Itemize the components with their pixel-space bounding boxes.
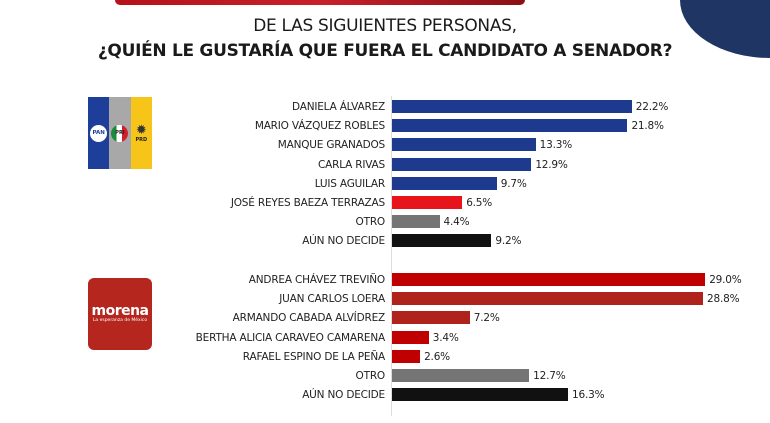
bar — [392, 215, 440, 229]
category-label: LUIS AGUILAR — [314, 177, 385, 190]
value-label: 7.2% — [473, 312, 500, 325]
chart-row: CARLA RIVAS 12.9% — [0, 157, 760, 172]
coalition-logo: PAN PRI ✹ PRD — [88, 97, 152, 169]
prd-logo-icon: ✹ PRD — [135, 124, 147, 143]
chart-row: JUAN CARLOS LOERA 28.8% — [0, 292, 760, 306]
category-label: JUAN CARLOS LOERA — [279, 293, 385, 306]
category-label: JOSÉ REYES BAEZA TERRAZAS — [230, 197, 385, 209]
category-label: CARLA RIVAS — [318, 158, 385, 171]
pan-logo-icon: PAN — [89, 123, 109, 143]
pri-stripe: PRI — [109, 97, 131, 169]
bar — [392, 157, 532, 171]
value-label: 22.2% — [635, 101, 669, 113]
bar — [392, 119, 628, 133]
chart-row: MARIO VÁZQUEZ ROBLES 21.8% — [0, 119, 760, 133]
morena-logo: morena La esperanza de México — [88, 278, 152, 350]
pri-logo-icon: PRI — [111, 124, 129, 142]
bar — [392, 388, 569, 402]
bar — [392, 234, 492, 248]
value-label: 12.9% — [535, 158, 568, 171]
category-label: AÚN NO DECIDE — [302, 389, 385, 402]
category-label: MARIO VÁZQUEZ ROBLES — [254, 120, 385, 133]
value-label: 2.6% — [424, 350, 450, 363]
value-label: 9.2% — [495, 235, 522, 248]
morena-logo-name: morena — [91, 303, 149, 319]
bar — [392, 138, 536, 152]
chart-title-line2: ¿QUIÉN LE GUSTARÍA QUE FUERA EL CANDIDAT… — [97, 41, 673, 61]
chart-row: LUIS AGUILAR 9.7% — [0, 176, 760, 191]
sun-icon: ✹ — [135, 122, 147, 138]
value-label: 12.7% — [533, 370, 566, 382]
bar — [392, 292, 704, 306]
value-label: 16.3% — [572, 389, 605, 402]
chart-axis-line — [391, 96, 392, 416]
bar — [392, 196, 463, 209]
chart-row: ANDREA CHÁVEZ TREVIÑO 29.0% — [0, 273, 760, 287]
bar — [392, 273, 706, 286]
category-label: OTRO — [355, 370, 386, 382]
bar — [392, 176, 497, 190]
value-label: 29.0% — [709, 274, 742, 286]
category-label: RAFAEL ESPINO DE LA PEÑA — [242, 350, 385, 363]
chart-row: RAFAEL ESPINO DE LA PEÑA 2.6% — [0, 349, 760, 364]
value-label: 28.8% — [707, 293, 740, 306]
chart-row: DANIELA ÁLVAREZ 22.2% — [0, 100, 760, 114]
chart-row: OTRO 12.7% — [0, 369, 760, 383]
category-label: ARMANDO CABADA ALVÍDREZ — [232, 312, 386, 325]
pan-stripe: PAN — [88, 97, 110, 169]
value-label: 13.3% — [539, 139, 573, 152]
category-label: OTRO — [355, 216, 386, 229]
value-label: 3.4% — [432, 331, 459, 344]
morena-logo-tagline: La esperanza de México — [92, 318, 148, 323]
chart-row: JOSÉ REYES BAEZA TERRAZAS 6.5% — [0, 196, 760, 210]
bar — [392, 369, 530, 382]
bar — [392, 311, 470, 325]
category-label: MANQUE GRANADOS — [277, 139, 385, 152]
prd-logo-text: PRD — [135, 136, 148, 143]
value-label: 21.8% — [631, 120, 664, 133]
category-label: BERTHA ALICIA CARAVEO CAMARENA — [195, 331, 386, 344]
category-label: DANIELA ÁLVAREZ — [292, 101, 385, 113]
bar — [392, 349, 421, 363]
top-banner-decoration — [115, 0, 525, 5]
value-label: 6.5% — [466, 197, 493, 209]
chart-title-line1: DE LAS SIGUIENTES PERSONAS, — [253, 16, 517, 36]
chart-row: BERTHA ALICIA CARAVEO CAMARENA 3.4% — [0, 330, 760, 345]
chart-row: AÚN NO DECIDE 16.3% — [0, 388, 760, 402]
chart-row: MANQUE GRANADOS 13.3% — [0, 138, 760, 152]
value-label: 4.4% — [443, 216, 470, 229]
bar — [392, 330, 429, 344]
bar — [392, 100, 632, 113]
category-label: ANDREA CHÁVEZ TREVIÑO — [248, 274, 385, 286]
category-label: AÚN NO DECIDE — [302, 235, 385, 248]
chart-row: OTRO 4.4% — [0, 215, 760, 229]
chart-row: ARMANDO CABADA ALVÍDREZ 7.2% — [0, 311, 760, 325]
chart-row: AÚN NO DECIDE 9.2% — [0, 234, 760, 248]
prd-stripe: ✹ PRD — [130, 97, 152, 169]
value-label: 9.7% — [500, 177, 527, 190]
